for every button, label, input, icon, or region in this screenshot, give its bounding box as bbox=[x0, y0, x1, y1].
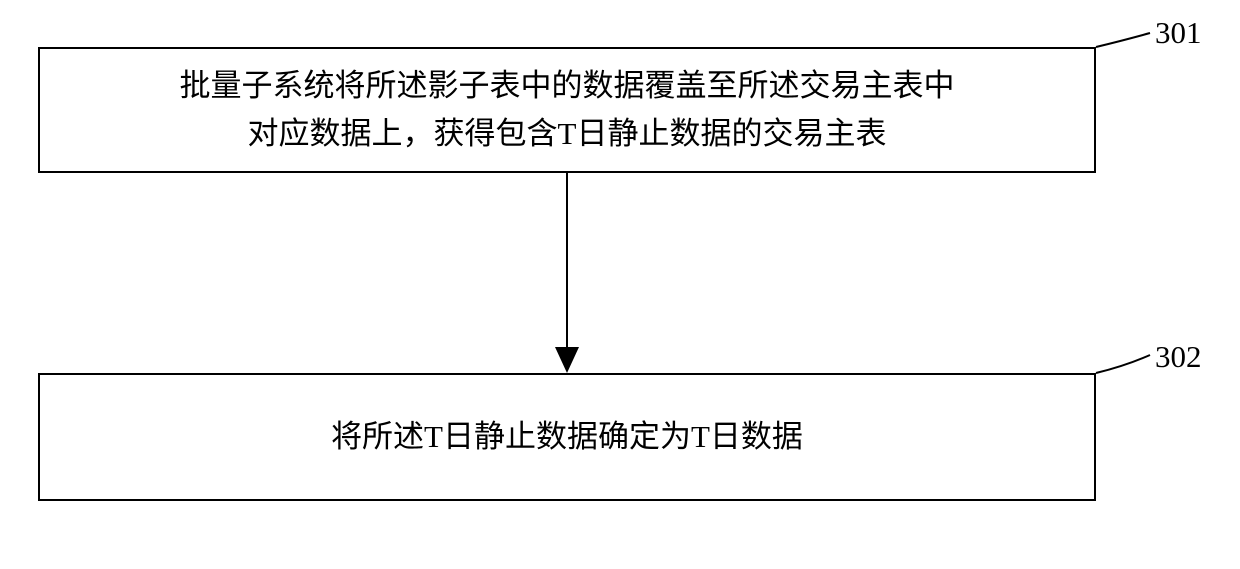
node-text-line1: 批量子系统将所述影子表中的数据覆盖至所述交易主表中 bbox=[180, 62, 955, 110]
leader-line-n302 bbox=[1090, 349, 1156, 379]
leader-line-n301 bbox=[1090, 27, 1156, 53]
flow-node-n301: 批量子系统将所述影子表中的数据覆盖至所述交易主表中对应数据上，获得包含T日静止数… bbox=[38, 47, 1096, 173]
node-label-n302: 302 bbox=[1155, 339, 1202, 375]
edge-arrow-0 bbox=[553, 171, 581, 375]
flowchart-canvas: 批量子系统将所述影子表中的数据覆盖至所述交易主表中对应数据上，获得包含T日静止数… bbox=[0, 0, 1240, 569]
node-label-n301: 301 bbox=[1155, 15, 1202, 51]
flow-node-n302: 将所述T日静止数据确定为T日数据 bbox=[38, 373, 1096, 501]
node-text-line1: 将所述T日静止数据确定为T日数据 bbox=[331, 413, 803, 461]
node-text-line2: 对应数据上，获得包含T日静止数据的交易主表 bbox=[248, 110, 887, 158]
